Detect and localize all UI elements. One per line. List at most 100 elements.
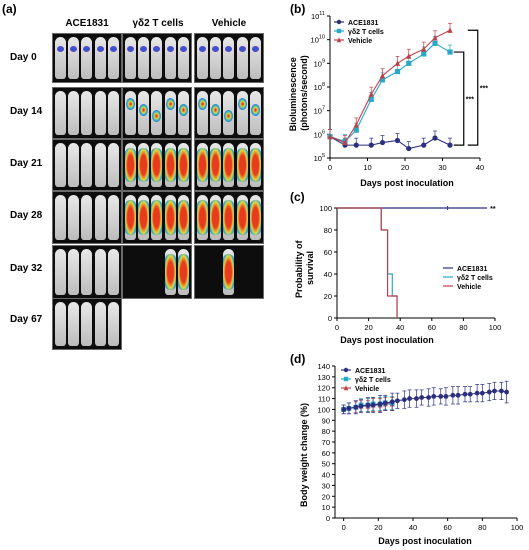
b-significance-bracket — [453, 51, 465, 146]
row-label-day-21: Day 21 — [10, 158, 43, 169]
b-legend-marker — [336, 37, 342, 43]
imaging-panel — [122, 33, 192, 83]
d-legend-label: Vehicle — [355, 386, 379, 393]
c-y-tick-label: 20 — [324, 292, 332, 301]
mouse-image — [164, 37, 176, 79]
b-data-point — [327, 133, 333, 140]
b-data-point — [353, 142, 359, 148]
survival-y-axis-label-line1: Probability of — [294, 240, 304, 299]
mouse-image — [107, 302, 119, 346]
d-data-point — [455, 392, 461, 398]
d-data-point — [365, 402, 371, 408]
d-data-point — [492, 388, 497, 394]
bioluminescence-signal — [197, 200, 208, 235]
bioluminescence-signal — [153, 46, 161, 52]
d-x-tick-label: 0 — [342, 523, 346, 532]
b-x-tick-label: 40 — [476, 163, 484, 172]
b-data-point — [421, 142, 427, 148]
d-y-tick-label: 60 — [322, 449, 330, 458]
bioluminescence-signal — [212, 46, 220, 52]
b-data-point — [421, 45, 427, 52]
d-y-tick-label: 130 — [317, 373, 330, 382]
d-data-point — [474, 390, 480, 396]
d-x-tick-label: 20 — [374, 523, 382, 532]
mouse-image — [249, 37, 261, 79]
b-legend-label: Vehicle — [348, 38, 372, 45]
bioluminescence-signal — [236, 148, 248, 182]
mouse-image — [94, 195, 106, 240]
b-y-tick-exponent: 8 — [322, 82, 325, 88]
mouse-image — [236, 37, 248, 79]
b-data-point — [394, 60, 401, 66]
bioluminescence-signal — [151, 200, 163, 235]
d-y-tick-label: 140 — [317, 362, 330, 371]
mouse-image — [68, 91, 80, 135]
d-data-point — [382, 400, 388, 406]
d-x-tick-label: 80 — [478, 523, 486, 532]
b-y-tick-label: 108 — [314, 82, 325, 92]
mouse-image — [55, 195, 66, 240]
bioluminescence-signal — [166, 46, 174, 52]
bioluminescence-signal — [139, 104, 149, 116]
bioluminescence-signal — [125, 148, 136, 182]
bioluminescence-y-axis-label: Bioluminescence (photons/second) — [288, 55, 309, 132]
d-data-point — [462, 391, 468, 397]
b-series-line — [329, 29, 451, 144]
b-data-point — [342, 139, 348, 146]
mouse-image — [125, 91, 136, 135]
bioluminescence-signal — [177, 254, 189, 290]
b-data-point — [406, 60, 412, 66]
bioluminescence-chart: Bioluminescence (photons/second) Days po… — [288, 11, 488, 188]
c-legend-label: Vehicle — [457, 284, 481, 291]
imaging-panel — [194, 33, 264, 83]
b-data-point — [368, 91, 374, 97]
d-data-point — [431, 394, 437, 399]
mouse-image — [94, 143, 106, 187]
mouse-image — [55, 91, 66, 135]
d-y-tick-label: 120 — [317, 384, 330, 393]
mouse-image — [177, 37, 189, 79]
b-y-tick-label: 1011 — [311, 11, 325, 21]
b-data-point — [368, 96, 374, 102]
mouse-image — [107, 143, 119, 187]
c-survival-curve — [337, 207, 398, 318]
bioluminescence-signal — [223, 148, 235, 182]
bioluminescence-signal — [210, 200, 222, 235]
c-legend-label: γδ2 T cells — [457, 275, 493, 282]
imaging-panel — [122, 139, 192, 191]
bioluminescence-x-axis-label: Days post inoculation — [360, 178, 454, 188]
mouse-image — [94, 37, 106, 79]
bioluminescence-signal — [127, 46, 134, 52]
bioluminescence-signal — [178, 104, 188, 116]
c-x-tick-label: 20 — [364, 323, 372, 332]
c-y-tick-label: 40 — [324, 270, 332, 279]
d-data-point — [341, 407, 347, 412]
b-data-point — [447, 49, 453, 55]
d-data-point — [395, 398, 400, 404]
bioluminescence-signal — [211, 104, 221, 116]
mouse-image — [68, 195, 80, 240]
body-weight-y-axis-label: Body weight change (%) — [299, 403, 309, 507]
c-y-tick-label: 60 — [324, 248, 332, 257]
d-legend-marker — [343, 385, 349, 391]
mouse-image — [81, 195, 93, 240]
b-x-tick-label: 30 — [438, 163, 446, 172]
b-significance-bracket — [467, 29, 479, 146]
c-legend-label: ACE1831 — [457, 266, 487, 273]
b-data-point — [432, 135, 438, 141]
bioluminescence-signal — [249, 148, 261, 182]
b-data-point — [353, 121, 359, 128]
mouse-image — [236, 91, 248, 135]
column-header-ace1831: ACE1831 — [65, 18, 109, 29]
d-data-point — [450, 392, 456, 398]
imaging-panel — [194, 87, 264, 139]
b-x-tick-label: 10 — [363, 163, 371, 172]
b-x-tick-label: 0 — [328, 163, 332, 172]
bioluminescence-signal — [179, 46, 187, 52]
bioluminescence-signal — [236, 200, 248, 235]
survival-chart: Probability of survival Days post inocul… — [294, 204, 501, 345]
mouse-image — [107, 37, 119, 79]
mouse-image — [81, 37, 93, 79]
bioluminescence-signal — [140, 46, 148, 52]
mouse-image — [107, 91, 119, 135]
